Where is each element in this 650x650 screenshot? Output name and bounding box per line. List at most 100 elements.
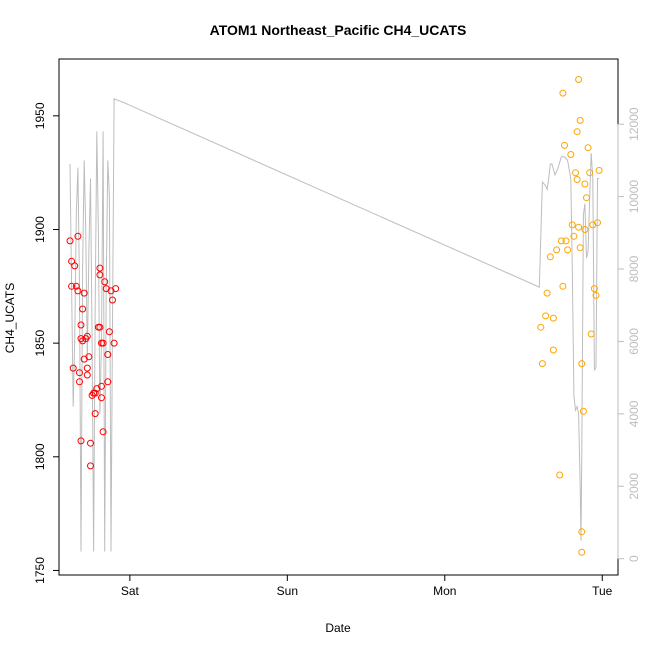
series1-point	[71, 262, 79, 270]
series2-point	[543, 289, 551, 297]
x-axis: Sat Sun Mon Tue	[121, 574, 613, 598]
series2-point	[557, 237, 565, 245]
series1-point	[80, 289, 88, 297]
x-tick-label: Mon	[433, 584, 456, 598]
series1-point	[105, 328, 113, 336]
series1-point	[99, 339, 107, 347]
series2-point	[575, 223, 583, 231]
series1-point	[77, 321, 85, 329]
series2-point	[583, 194, 590, 202]
series2-point	[584, 144, 592, 152]
series1-point	[98, 394, 105, 402]
series2-point	[561, 141, 568, 149]
secondary-y-tick-label: 2000	[627, 473, 641, 500]
series1-point	[66, 237, 74, 245]
series2-point	[559, 282, 567, 290]
series1-point	[99, 428, 107, 436]
series1-point	[76, 378, 83, 386]
series1-point	[109, 296, 116, 304]
series2-point	[578, 528, 586, 536]
series2-point	[564, 246, 572, 254]
series2-point	[570, 232, 578, 240]
series2-point	[549, 346, 557, 354]
series1-point	[83, 332, 91, 340]
series2-point	[576, 244, 584, 252]
series2-point	[581, 180, 589, 188]
series1-point	[85, 353, 93, 361]
secondary-y-tick-label: 8000	[627, 255, 641, 282]
x-tick-label: Sun	[277, 584, 298, 598]
series2-point	[579, 407, 587, 415]
y-tick-label: 1850	[33, 329, 47, 356]
series2-point	[578, 548, 586, 556]
y-tick-label: 1750	[33, 557, 47, 584]
series1-point	[83, 371, 91, 379]
series1-point	[91, 389, 99, 397]
series2-point	[586, 169, 594, 177]
series2-point	[542, 312, 550, 320]
series2-point	[538, 360, 546, 368]
series1-point	[98, 382, 105, 390]
series2-point	[537, 323, 545, 331]
series2-point	[568, 221, 576, 229]
series2-point	[595, 166, 603, 174]
series2-point	[549, 314, 557, 322]
series1-point	[68, 282, 76, 290]
series2-point	[556, 471, 564, 479]
series1-point	[91, 410, 99, 418]
series2-point	[546, 253, 554, 261]
x-axis-label: Date	[325, 621, 351, 635]
series1-point	[101, 278, 109, 286]
secondary-y-tick-label: 12000	[627, 107, 641, 141]
series2-point	[592, 291, 600, 299]
series2-point	[594, 219, 601, 227]
series1-point	[104, 378, 112, 386]
series2-point	[567, 151, 575, 158]
plot-frame	[58, 58, 619, 576]
series1-point	[87, 462, 94, 470]
series1-point	[96, 271, 104, 279]
series1-point	[104, 351, 112, 358]
y-tick-label: 1800	[33, 443, 47, 470]
chart-title: ATOM1 Northeast_Pacific CH4_UCATS	[210, 22, 467, 38]
secondary-y-tick-label: 0	[627, 555, 641, 562]
points-group	[66, 76, 603, 556]
series1-point	[77, 437, 85, 445]
series2-point	[581, 226, 589, 233]
series1-point	[87, 439, 94, 447]
series1-point	[96, 264, 104, 272]
altitude-line	[69, 98, 600, 552]
series1-point	[69, 364, 77, 372]
series1-point	[96, 323, 104, 331]
secondary-y-axis: 0 2000 4000 6000 8000 10000 12000	[617, 107, 641, 562]
y-axis: 1750 1800 1850 1900 1950	[33, 102, 60, 584]
series1-point	[112, 285, 120, 293]
altitude-line-group	[69, 98, 600, 552]
series1-point	[83, 364, 91, 372]
y-tick-label: 1900	[33, 216, 47, 243]
series2-point	[576, 116, 584, 124]
series1-point	[74, 287, 82, 295]
series1-point	[110, 339, 118, 347]
series2-point	[572, 169, 579, 177]
series2-point	[573, 176, 581, 183]
y-axis-label: CH4_UCATS	[3, 283, 17, 353]
series2-point	[590, 285, 598, 293]
series2-point	[562, 237, 570, 245]
series1-point	[74, 232, 82, 240]
secondary-y-tick-label: 6000	[627, 328, 641, 355]
secondary-y-tick-label: 4000	[627, 400, 641, 427]
series2-point	[578, 360, 586, 368]
series2-point	[559, 89, 567, 97]
series1-point	[79, 305, 87, 313]
series1-point	[72, 282, 80, 290]
series1-point	[76, 369, 83, 377]
secondary-y-tick-label: 10000	[627, 180, 641, 214]
series2-point	[553, 246, 561, 254]
x-tick-label: Tue	[592, 584, 613, 598]
y-tick-label: 1950	[33, 102, 47, 129]
series2-point	[573, 128, 581, 136]
x-tick-label: Sat	[121, 584, 140, 598]
series2-point	[575, 76, 583, 83]
